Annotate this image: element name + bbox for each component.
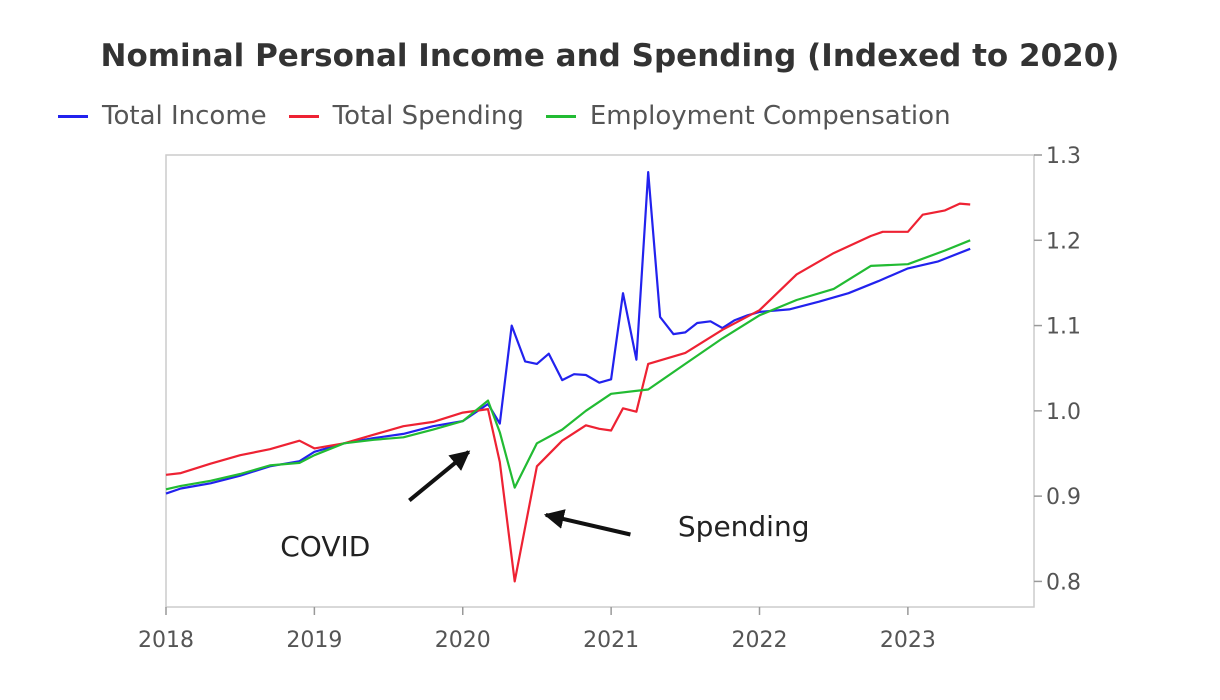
x-tick-label-2021: 2021 [583,628,639,653]
legend-swatch-total-income [58,114,88,118]
x-tick-label-2023: 2023 [880,628,936,653]
annotation-label-covid: COVID [280,530,370,563]
legend-label-total-income: Total Income [102,101,267,131]
series-lines [165,171,971,583]
x-tick-label-2019: 2019 [286,628,342,653]
plot-area-frame [165,154,1035,608]
series-line-employment-compensation [165,239,971,491]
annotation-arrow-spending [543,509,631,537]
x-tick-label-2022: 2022 [732,628,788,653]
y-tick-label-1-0: 1.0 [1046,400,1081,425]
x-tick-label-2020: 2020 [435,628,491,653]
legend-label-employment-compensation: Employment Compensation [589,101,951,131]
y-tick-label-0-9: 0.9 [1046,485,1081,510]
annotations: COVID Spending [280,450,810,563]
legend-item-employment-compensation: Employment Compensation [545,101,951,131]
legend-item-total-spending: Total Spending [288,101,524,131]
x-axis: 2018 2019 2020 2021 2022 2023 [138,607,936,653]
annotation-label-spending: Spending [678,510,810,543]
y-tick-label-0-8: 0.8 [1046,570,1081,595]
legend-label-total-spending: Total Spending [332,101,524,131]
chart-title: Nominal Personal Income and Spending (In… [100,38,1120,74]
annotation-arrow-covid [408,450,471,502]
y-axis: 0.8 0.9 1.0 1.1 1.2 1.3 [1034,144,1081,595]
y-tick-label-1-3: 1.3 [1046,144,1081,169]
legend-swatch-employment-compensation [545,114,576,118]
legend-item-total-income: Total Income [58,101,267,131]
x-tick-label-2018: 2018 [138,628,194,653]
legend-swatch-total-spending [288,114,319,118]
series-line-total-spending [165,202,971,583]
y-tick-label-1-2: 1.2 [1046,229,1081,254]
y-tick-label-1-1: 1.1 [1046,315,1081,340]
legend: Total Income Total Spending Employment C… [58,96,973,136]
